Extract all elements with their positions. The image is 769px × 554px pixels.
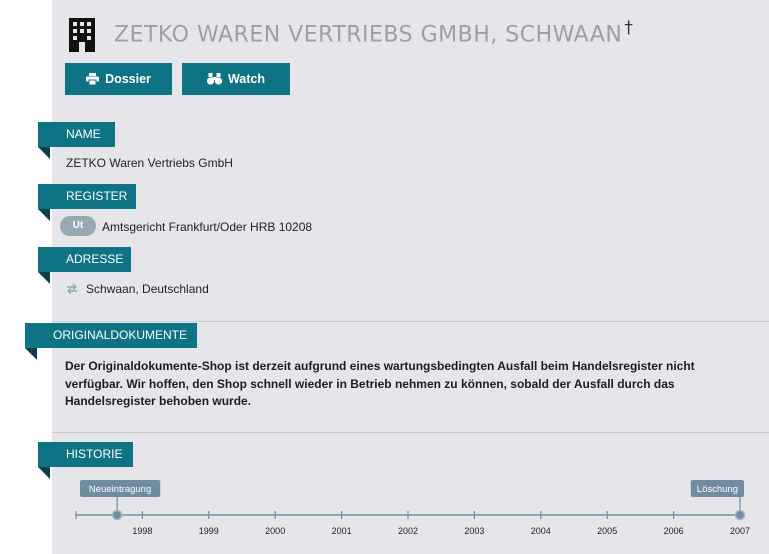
- company-name-value: ZETKO Waren Vertriebs GmbH: [66, 156, 233, 170]
- section-tag-history: HISTORIE: [38, 442, 133, 479]
- dossier-button-label: Dossier: [105, 72, 151, 86]
- section-tag-original-documents: ORIGINALDOKUMENTE: [25, 323, 197, 360]
- timeline-year-label: 1999: [199, 526, 219, 536]
- section-tag-address: ADRESSE: [38, 247, 131, 284]
- timeline-event-label: Neueintragung: [89, 484, 151, 495]
- register-status-badge: Ut: [60, 216, 96, 236]
- timeline-year-label: 2005: [597, 526, 617, 536]
- register-value: Amtsgericht Frankfurt/Oder HRB 10208: [102, 220, 313, 234]
- original-documents-notice: Der Originaldokumente-Shop ist derzeit a…: [65, 359, 695, 408]
- timeline-event-dot[interactable]: [111, 509, 123, 521]
- timeline-year-label: 2007: [730, 526, 750, 536]
- timeline-year-label: 1998: [132, 526, 152, 536]
- dossier-button[interactable]: Dossier: [65, 63, 172, 95]
- section-tag-register: REGISTER: [38, 184, 136, 221]
- watch-button-label: Watch: [227, 72, 266, 86]
- timeline-year-label: 2001: [332, 526, 352, 536]
- building-icon: [69, 18, 95, 52]
- section-tag-name: NAME: [38, 122, 115, 159]
- timeline-event-badge[interactable]: [690, 480, 744, 497]
- section-divider: [52, 321, 769, 322]
- page-title: ZETKO WAREN VERTRIEBS GMBH, SCHWAAN †: [114, 18, 633, 47]
- timeline-event-label: Löschung: [697, 484, 738, 495]
- timeline-year-label: 2000: [265, 526, 285, 536]
- binoculars-icon: [206, 73, 222, 85]
- timeline-year-label: 2003: [464, 526, 484, 536]
- printer-icon: [86, 73, 100, 85]
- timeline-year-label: 2004: [531, 526, 551, 536]
- timeline-event-badge[interactable]: [80, 480, 161, 497]
- timeline-year-label: 2006: [664, 526, 684, 536]
- section-divider: [52, 432, 769, 433]
- transfer-arrows-icon: [66, 284, 78, 294]
- address-value: Schwaan, Deutschland: [86, 282, 209, 296]
- timeline-year-label: 2002: [398, 526, 418, 536]
- watch-button[interactable]: Watch: [182, 63, 290, 95]
- company-name-heading: ZETKO WAREN VERTRIEBS GMBH, SCHWAAN: [114, 22, 623, 48]
- deleted-dagger-mark: †: [624, 18, 634, 38]
- history-timeline: 1998 1999 2000 2001 2002 2003 2004 2005 2006 2007…: [75, 480, 750, 536]
- timeline-event-dot[interactable]: [734, 509, 746, 521]
